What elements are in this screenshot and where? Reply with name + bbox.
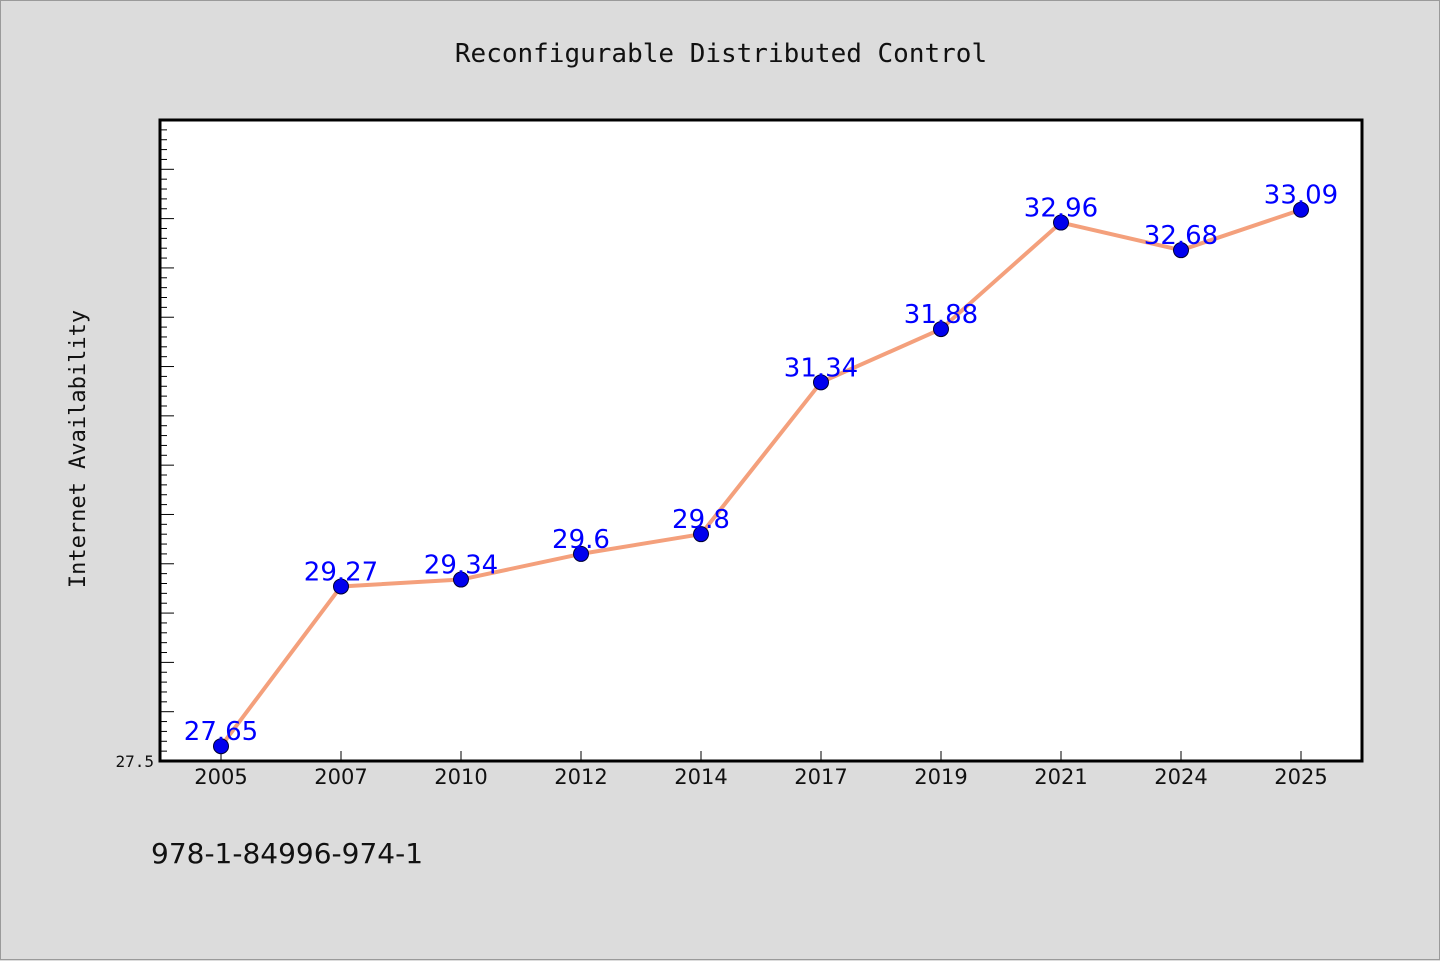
data-points xyxy=(213,201,1309,755)
data-point-marker xyxy=(213,738,229,755)
data-point-marker xyxy=(933,321,949,338)
data-label: 29.6 xyxy=(552,525,610,555)
x-tick-label: 2005 xyxy=(194,765,247,789)
x-tick-label: 2014 xyxy=(674,765,727,789)
y-axis-label: Internet Availability xyxy=(66,310,91,588)
isbn-text: 978-1-84996-974-1 xyxy=(151,837,423,870)
x-tick-label: 2017 xyxy=(794,765,847,789)
y-tick-label: 27.5 xyxy=(115,752,154,771)
data-point-marker xyxy=(813,374,829,391)
chart-title: Reconfigurable Distributed Control xyxy=(455,39,987,69)
series-line xyxy=(219,207,1302,748)
data-label: 31.88 xyxy=(904,300,978,330)
data-label: 31.34 xyxy=(784,353,858,383)
data-point-marker xyxy=(1293,201,1309,218)
data-label: 33.09 xyxy=(1264,181,1338,211)
data-point-marker xyxy=(573,545,589,562)
x-tick-label: 2025 xyxy=(1274,765,1327,789)
data-point-marker xyxy=(1173,242,1189,259)
x-tick-label: 2021 xyxy=(1034,765,1087,789)
data-label: 29.27 xyxy=(304,557,378,587)
data-labels: 27.65 29.27 29.34 29.6 29.8 31.34 31.88 32.96 32… xyxy=(184,181,1338,747)
data-label: 29.8 xyxy=(672,505,730,535)
x-axis-ticks: 2005 2007 2010 2012 2014 2017 2019 2021 2024 2025 xyxy=(194,751,1328,789)
data-label: 32.96 xyxy=(1024,194,1098,224)
data-point-marker xyxy=(1053,214,1069,231)
data-label: 27.65 xyxy=(184,717,258,747)
plot-border xyxy=(158,118,1364,763)
plot-area xyxy=(160,120,1362,761)
x-tick-label: 2012 xyxy=(554,765,607,789)
data-point-marker xyxy=(453,571,469,588)
data-label: 32.68 xyxy=(1144,221,1218,251)
data-point-marker xyxy=(333,578,349,595)
x-tick-label: 2010 xyxy=(434,765,487,789)
x-tick-label: 2024 xyxy=(1154,765,1207,789)
x-tick-label: 2019 xyxy=(914,765,967,789)
data-point-marker xyxy=(693,526,709,543)
x-tick-label: 2007 xyxy=(314,765,367,789)
data-label: 29.34 xyxy=(424,551,498,581)
